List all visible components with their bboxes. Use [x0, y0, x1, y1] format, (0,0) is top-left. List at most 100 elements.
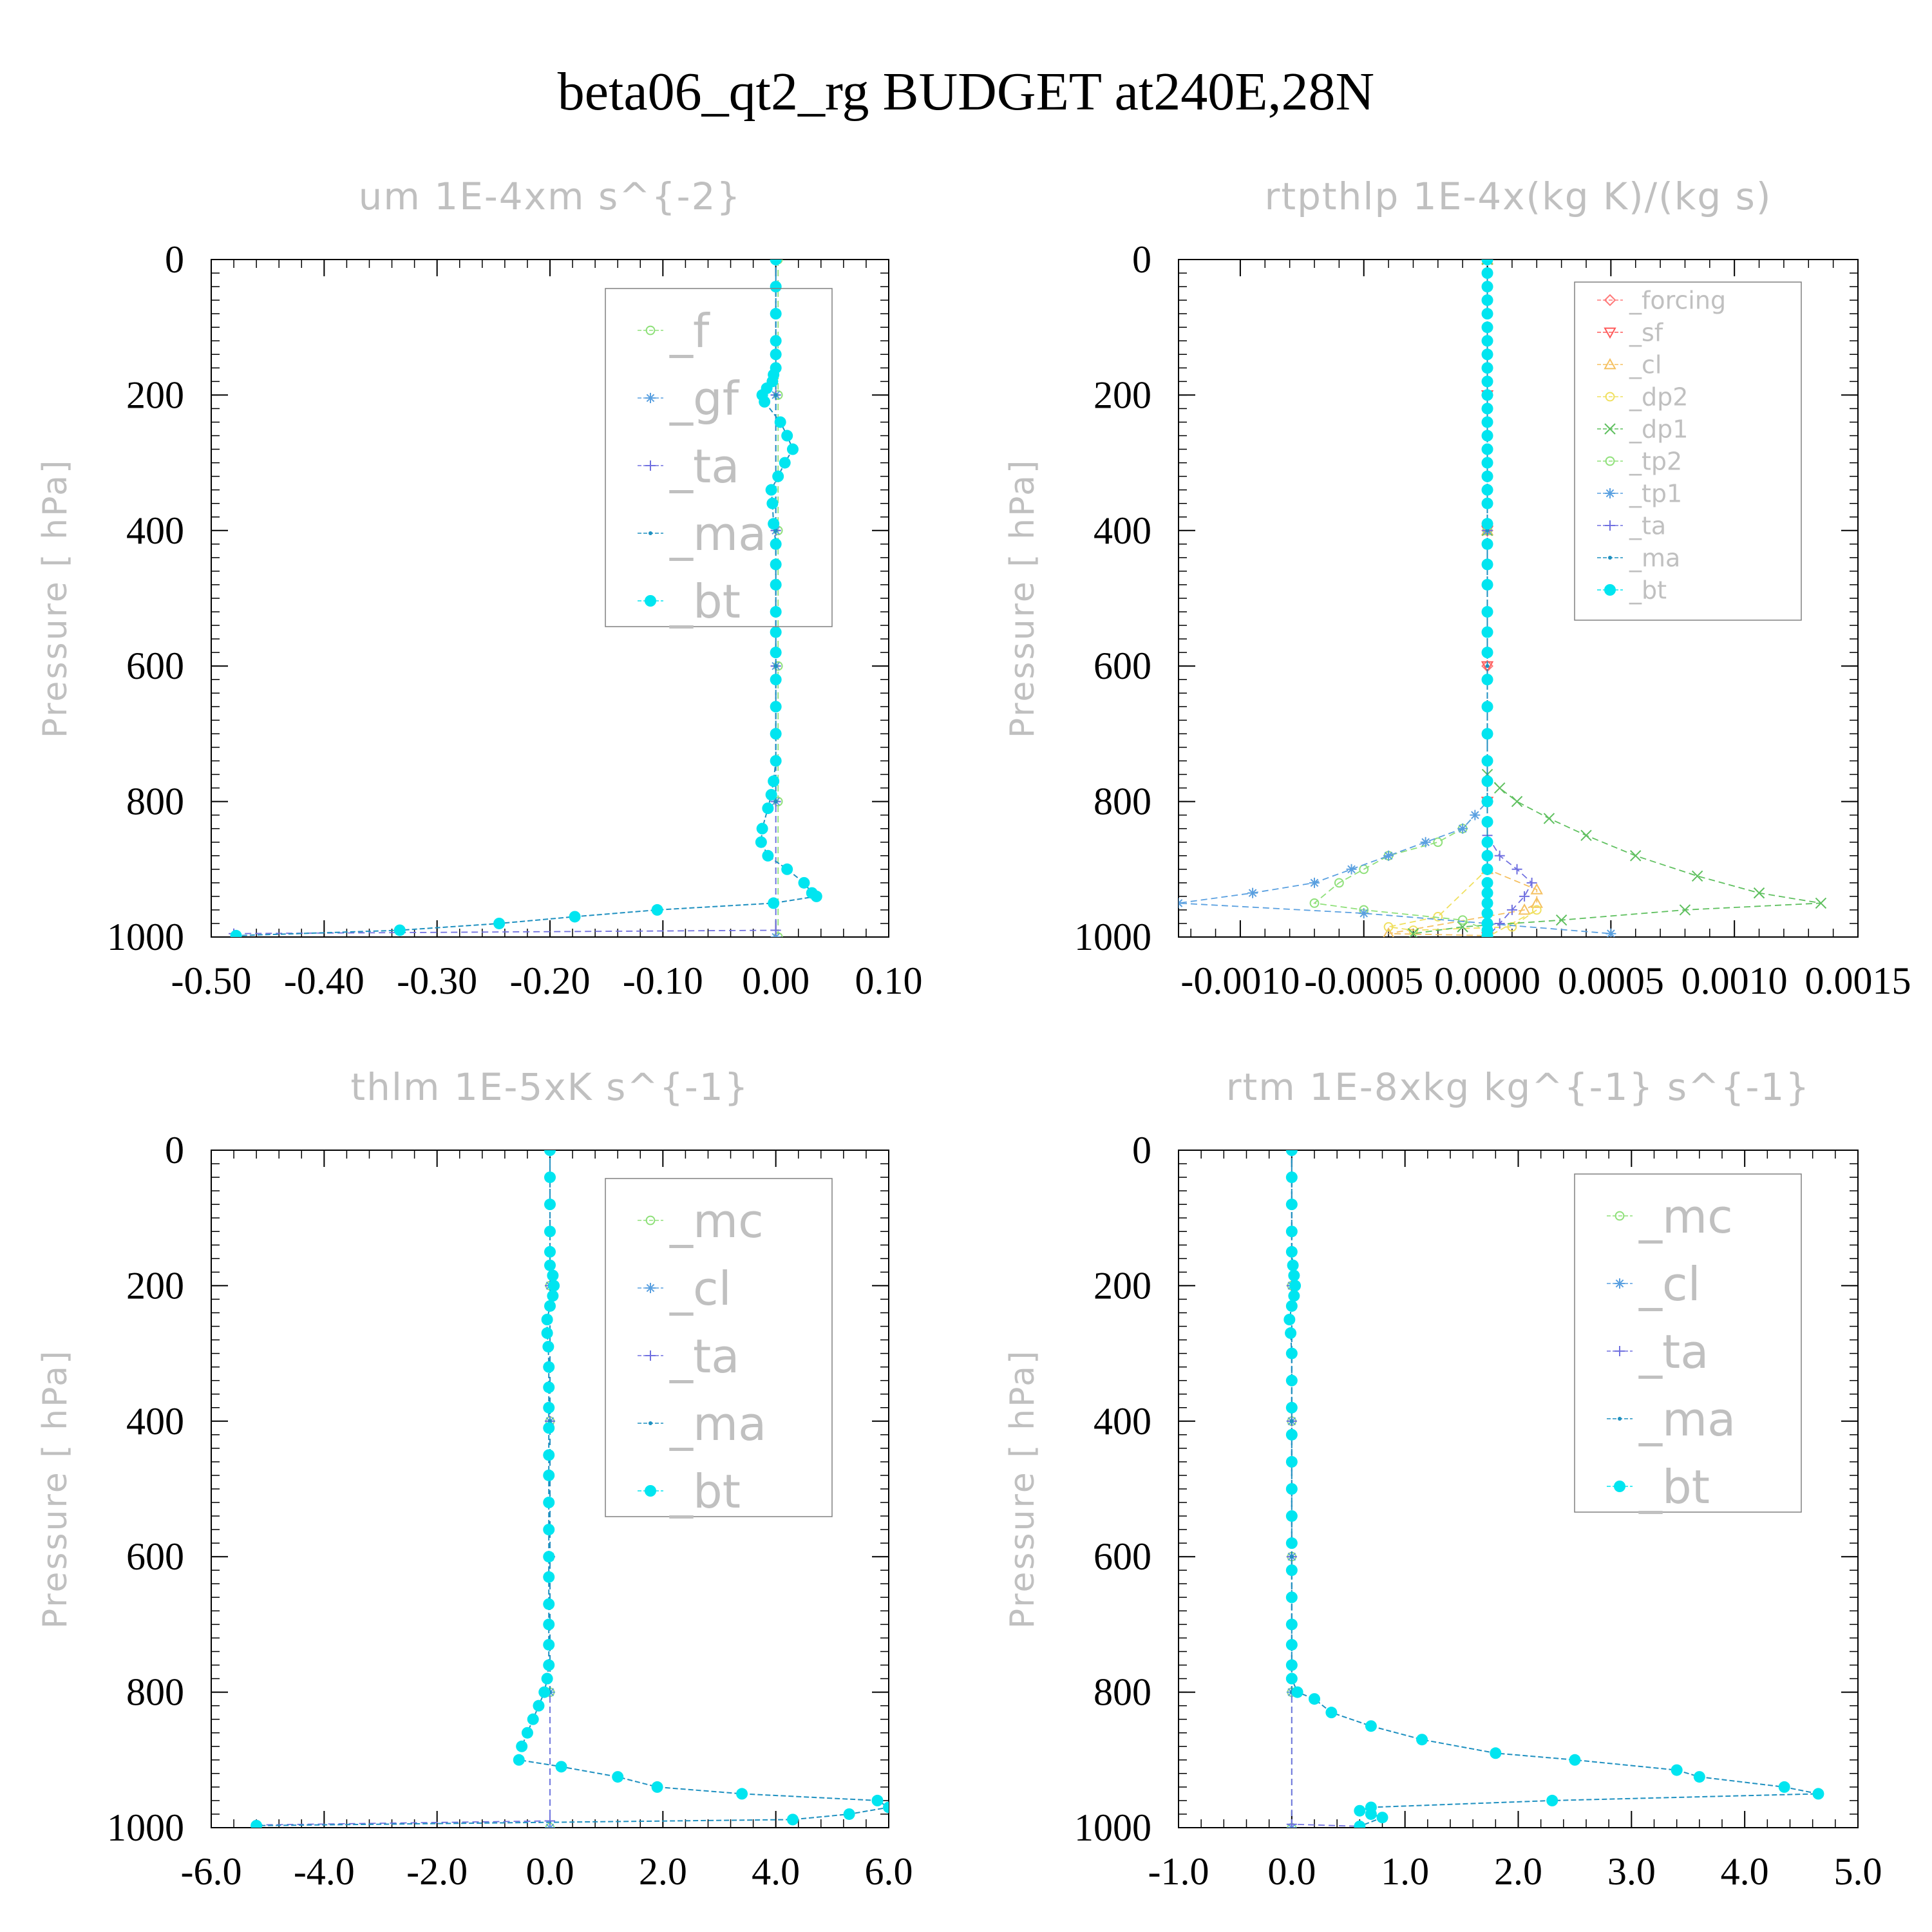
series-point-bt: [770, 335, 782, 347]
series-layer: [1179, 260, 1827, 937]
series-point-bt: [770, 578, 782, 591]
series-point-bt: [1416, 1734, 1428, 1746]
series-point-bt: [1481, 728, 1493, 740]
chart-panel-3: thlm 1E-5xK s^{-1} Pressure [ hPa] 0 200 400…: [36, 1065, 913, 1893]
series-point-bt: [765, 789, 777, 801]
series-point-bt: [1288, 1269, 1300, 1282]
series-point-bt: [1285, 1300, 1298, 1312]
legend-marker: [1604, 584, 1616, 596]
series-point-bt: [1285, 1245, 1298, 1258]
series-point-bt: [781, 430, 793, 442]
series-point-bt: [543, 1571, 555, 1583]
legend-label: _mc: [1638, 1189, 1733, 1244]
y-tick-label: 1000: [107, 1806, 184, 1849]
series-point-tp2: [1309, 898, 1320, 908]
x-tick-label: 0.0: [1267, 1850, 1316, 1893]
series-point-bt: [651, 904, 663, 916]
y-tick-label: 800: [1094, 781, 1151, 823]
plot-frame: [1178, 1150, 1859, 1828]
series-point-bt: [1490, 1747, 1502, 1759]
series-point-cl: [1530, 896, 1543, 908]
x-tick-label: 0.0: [526, 1850, 574, 1893]
series-point-dp1: [1407, 928, 1419, 937]
series-point-bt: [1481, 863, 1493, 875]
x-tick-label: 2.0: [639, 1850, 687, 1893]
series-point-bt: [755, 836, 767, 848]
series-point-cl: [1518, 903, 1531, 915]
series-point-bt: [1481, 321, 1493, 334]
series-point-bt: [521, 1727, 533, 1739]
series-point-bt: [1569, 1754, 1581, 1766]
legend-label: _ta: [669, 439, 739, 493]
legend-marker: [1608, 556, 1612, 560]
series-point-bt: [1481, 647, 1493, 659]
y-tick-label: 200: [1094, 1264, 1151, 1307]
y-tick-label: 800: [126, 781, 184, 823]
series-point-bt: [1481, 775, 1493, 788]
legend-label: _dp2: [1629, 383, 1688, 412]
x-tick-label: 1.0: [1381, 1850, 1429, 1893]
figure-title: beta06_qt2_rg BUDGET at240E,28N: [558, 62, 1374, 122]
series-point-bt: [1481, 362, 1493, 374]
y-axis-label: Pressure [ hPa]: [1003, 1349, 1042, 1629]
panel-title: rtpthlp 1E-4x(kg K)/(kg s): [1265, 175, 1772, 218]
series-point-bt: [772, 470, 784, 482]
y-tick-label: 600: [1094, 1535, 1151, 1578]
y-tick-label: 1000: [107, 916, 184, 958]
series-point-bt: [1376, 1812, 1388, 1824]
panel-title: um 1E-4xm s^{-2}: [359, 175, 742, 218]
series-point-bt: [542, 1341, 554, 1353]
series-point-ma: [773, 799, 778, 804]
y-tick-label: 1000: [1074, 1806, 1151, 1849]
series-point-bt: [612, 1771, 624, 1783]
series-point-dp2: [1383, 922, 1394, 932]
x-tick-label: 2.0: [1494, 1850, 1542, 1893]
series-point-bt: [1285, 1347, 1298, 1359]
series-point-bt: [543, 1659, 555, 1671]
series-point-bt: [544, 1150, 556, 1156]
chart-panel-1: um 1E-4xm s^{-2} Pressure [ hPa] 0 200 400 60…: [36, 175, 923, 1002]
series-point-bt: [770, 728, 782, 740]
legend-marker: [645, 393, 656, 403]
series-point-bt: [1325, 1707, 1338, 1719]
series-point-bt: [810, 890, 822, 902]
series-point-bt: [555, 1761, 567, 1773]
series-point-bt: [541, 1314, 553, 1325]
series-point-bt: [1481, 538, 1493, 550]
series-point-bt: [1481, 497, 1493, 509]
x-tick-label: 0.0000: [1434, 960, 1540, 1002]
series-point-bt: [1481, 457, 1493, 469]
x-tick-label: -0.0010: [1180, 960, 1300, 1002]
series-point-tp1: [1420, 837, 1431, 848]
x-tick-label: 5.0: [1834, 1850, 1882, 1893]
series-point-tp2: [1334, 878, 1344, 888]
y-tick-label: 400: [1094, 1400, 1151, 1443]
y-tick-label: 200: [1094, 374, 1151, 416]
y-tick-label: 600: [126, 1535, 184, 1578]
series-point-bt: [1812, 1788, 1824, 1800]
series-point-bt: [527, 1713, 539, 1725]
series-point-bt: [544, 1245, 556, 1258]
series-point-bt: [544, 1171, 556, 1184]
series-point-bt: [543, 1638, 555, 1651]
series-point-tp2: [1457, 915, 1468, 925]
series-point-bt: [1365, 1720, 1377, 1732]
legend-label: _bt: [669, 1464, 741, 1519]
series-point-bt: [1285, 1510, 1298, 1522]
series-point-ta: [770, 925, 781, 936]
series-point-dp1: [1543, 813, 1555, 824]
series-point-dp1: [1691, 870, 1703, 882]
series-point-bt: [1481, 389, 1493, 401]
series-point-tp2: [1433, 837, 1443, 848]
y-tick-label: 0: [165, 238, 184, 281]
x-tick-label: -0.0005: [1304, 960, 1423, 1002]
series-point-bt: [1481, 836, 1493, 848]
x-tick-label: 3.0: [1607, 1850, 1656, 1893]
legend-label: _cl: [1638, 1257, 1701, 1311]
series-point-bt: [770, 626, 782, 638]
series-point-bt: [1354, 1820, 1366, 1828]
series-point-bt: [770, 647, 782, 659]
series-point-ma: [773, 393, 778, 397]
series-point-bt: [1481, 416, 1493, 428]
series-point-ta: [1511, 864, 1522, 875]
